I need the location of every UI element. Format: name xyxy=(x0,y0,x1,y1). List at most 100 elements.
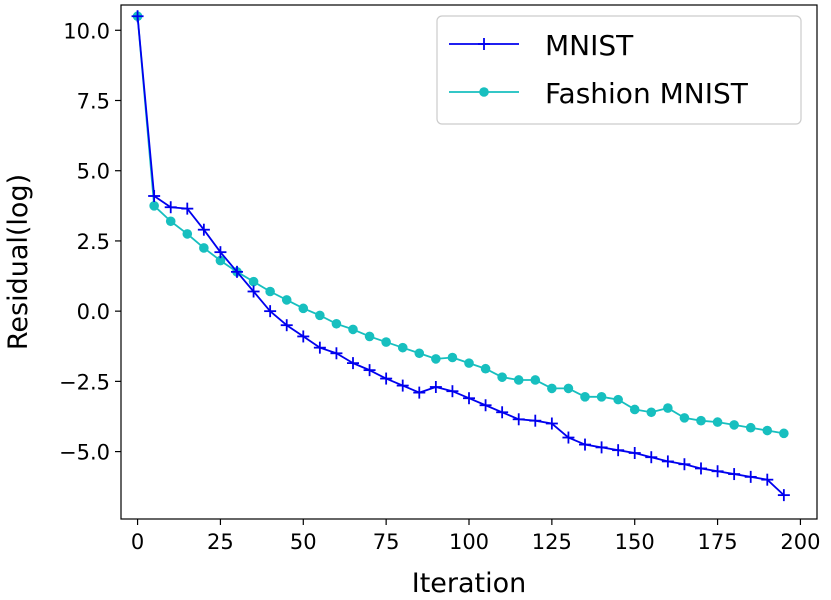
data-point-fashion-mnist xyxy=(712,417,723,427)
data-point-fashion-mnist xyxy=(596,392,607,402)
data-point-fashion-mnist xyxy=(298,303,309,314)
series-fashion-mnist xyxy=(132,11,789,439)
data-point-fashion-mnist xyxy=(497,372,507,382)
data-point-fashion-mnist xyxy=(696,415,706,426)
y-tick-label: 2.5 xyxy=(77,230,110,254)
y-tick-label: −2.5 xyxy=(59,370,110,394)
data-point-mnist xyxy=(231,265,243,278)
x-tick-label: 200 xyxy=(780,530,820,554)
x-tick-label: 150 xyxy=(615,530,655,554)
data-point-fashion-mnist xyxy=(464,358,474,368)
data-point-mnist xyxy=(131,10,144,23)
data-point-fashion-mnist xyxy=(414,348,425,359)
x-tick-label: 100 xyxy=(449,530,489,554)
data-point-mnist xyxy=(347,357,359,370)
y-axis-ticks: 10.0 7.5 5.0 2.5 0.0 −2.5 −5.0 xyxy=(59,19,121,465)
data-point-fashion-mnist xyxy=(397,342,408,353)
series-layer xyxy=(131,10,790,502)
data-point-fashion-mnist xyxy=(248,276,259,287)
x-tick-label: 0 xyxy=(131,530,144,554)
data-point-mnist xyxy=(695,462,707,475)
x-axis-ticks: 0 25 50 75 100 125 150 175 200 xyxy=(131,519,820,554)
data-point-fashion-mnist xyxy=(580,392,590,402)
data-point-mnist xyxy=(562,431,575,444)
series-line-fashion-mnist xyxy=(136,16,785,435)
y-tick-label: 10.0 xyxy=(63,19,110,43)
data-point-mnist xyxy=(545,417,558,430)
legend-marker-mnist xyxy=(478,38,490,50)
data-point-mnist xyxy=(363,364,376,377)
data-point-fashion-mnist xyxy=(513,375,524,385)
legend-label-fashion-mnist: Fashion MNIST xyxy=(545,77,749,110)
x-tick-label: 175 xyxy=(698,530,738,554)
data-point-mnist xyxy=(264,305,277,318)
y-axis-title: Residual(log) xyxy=(3,174,34,350)
y-tick-label: 5.0 xyxy=(77,160,110,184)
data-point-mnist xyxy=(446,385,459,398)
data-point-mnist xyxy=(164,201,177,214)
data-point-fashion-mnist xyxy=(779,428,789,439)
data-point-fashion-mnist xyxy=(447,352,458,363)
data-point-mnist xyxy=(579,438,591,451)
data-point-fashion-mnist xyxy=(679,413,690,423)
data-point-fashion-mnist xyxy=(348,324,358,335)
data-point-mnist xyxy=(744,470,757,483)
legend-label-mnist: MNIST xyxy=(545,29,634,62)
data-point-mnist xyxy=(728,468,741,481)
data-point-mnist xyxy=(429,380,442,393)
data-point-fashion-mnist xyxy=(629,404,640,415)
data-point-mnist xyxy=(463,392,475,405)
data-point-fashion-mnist xyxy=(149,201,159,211)
y-tick-label: 0.0 xyxy=(77,300,110,324)
data-point-fashion-mnist xyxy=(530,375,541,385)
data-point-mnist xyxy=(595,441,608,454)
x-tick-label: 125 xyxy=(532,530,572,554)
data-point-mnist xyxy=(380,372,393,385)
data-point-mnist xyxy=(678,458,691,471)
data-point-mnist xyxy=(479,399,492,412)
data-point-mnist xyxy=(297,330,310,343)
x-tick-label: 75 xyxy=(373,530,400,554)
legend-entry-fashion-mnist xyxy=(449,87,519,97)
y-tick-label: −5.0 xyxy=(59,441,110,465)
y-tick-label: 7.5 xyxy=(77,89,110,113)
legend-entry-mnist xyxy=(449,38,519,50)
data-point-fashion-mnist xyxy=(265,286,275,297)
data-point-mnist xyxy=(396,379,409,392)
data-point-mnist xyxy=(661,455,674,468)
data-point-fashion-mnist xyxy=(199,243,209,253)
data-point-fashion-mnist xyxy=(547,383,557,394)
data-point-mnist xyxy=(777,489,790,502)
data-point-mnist xyxy=(148,189,161,202)
data-point-fashion-mnist xyxy=(762,425,773,436)
x-axis-title: Iteration xyxy=(412,568,527,599)
data-point-mnist xyxy=(512,413,525,426)
data-point-fashion-mnist xyxy=(431,354,441,364)
series-line-mnist xyxy=(136,16,785,496)
data-point-fashion-mnist xyxy=(315,310,325,321)
legend: MNIST Fashion MNIST xyxy=(436,15,802,125)
data-point-fashion-mnist xyxy=(281,295,292,305)
data-point-fashion-mnist xyxy=(480,363,491,374)
data-point-mnist xyxy=(181,202,194,215)
data-point-fashion-mnist xyxy=(381,337,391,347)
series-mnist xyxy=(131,10,790,502)
data-point-mnist xyxy=(280,319,293,332)
data-point-fashion-mnist xyxy=(563,383,574,394)
data-point-fashion-mnist xyxy=(331,318,342,329)
data-point-mnist xyxy=(761,473,774,486)
data-point-mnist xyxy=(612,444,625,457)
data-point-mnist xyxy=(711,465,724,478)
x-tick-label: 25 xyxy=(207,530,234,554)
data-point-mnist xyxy=(197,223,210,236)
x-tick-label: 50 xyxy=(290,530,317,554)
data-point-mnist xyxy=(214,246,227,259)
legend-marker-fashion-mnist xyxy=(479,87,489,97)
data-point-mnist xyxy=(529,414,542,427)
data-point-fashion-mnist xyxy=(613,394,623,405)
data-point-mnist xyxy=(413,386,426,399)
data-point-fashion-mnist xyxy=(646,407,657,418)
data-point-fashion-mnist xyxy=(663,403,673,413)
data-point-fashion-mnist xyxy=(729,420,739,430)
data-point-fashion-mnist xyxy=(215,255,226,266)
